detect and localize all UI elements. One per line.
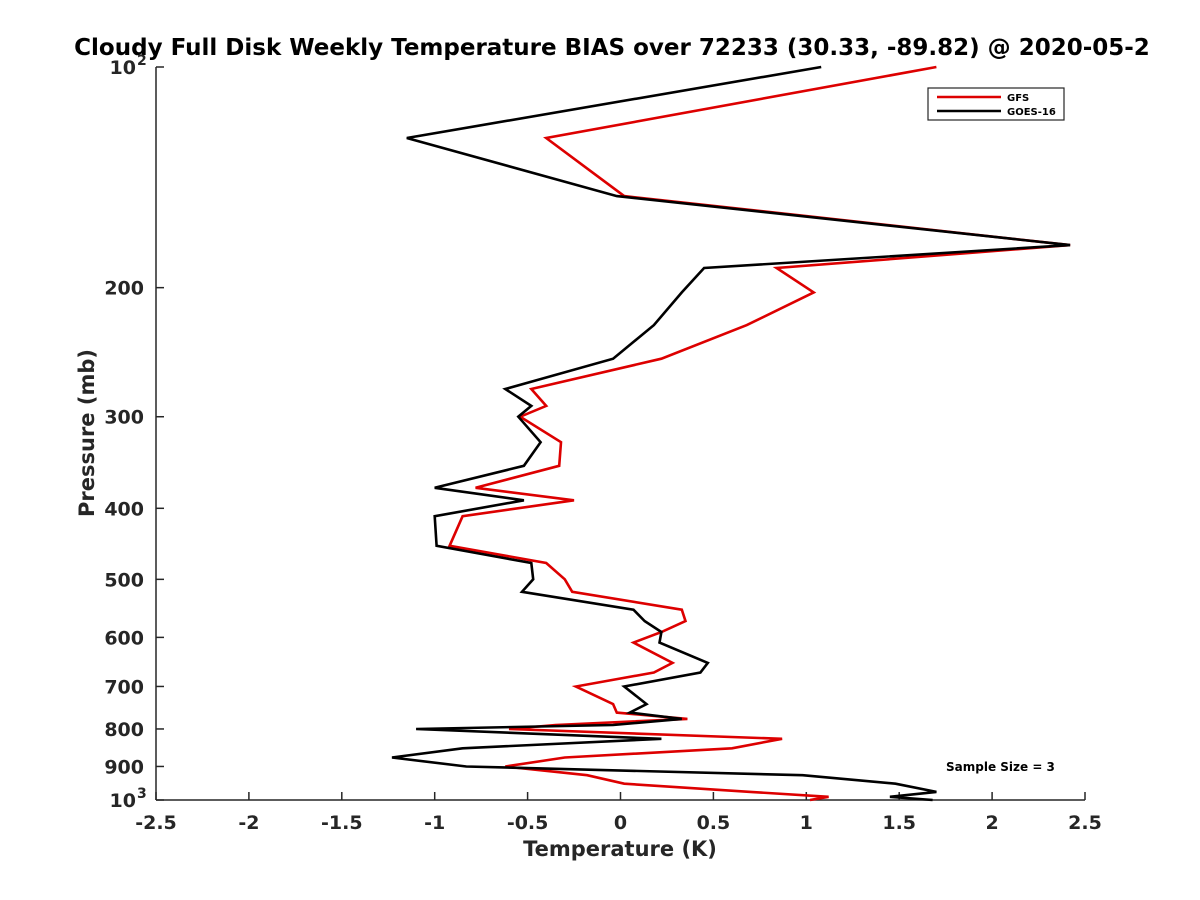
series-line-goes-16: [391, 65, 1071, 802]
x-tick-label: -0.5: [507, 812, 549, 834]
x-tick-label: 2: [985, 812, 998, 834]
y-tick-exponent: 3: [137, 786, 147, 802]
x-axis-label: Temperature (K): [523, 837, 717, 861]
chart-title: Cloudy Full Disk Weekly Temperature BIAS…: [74, 35, 1150, 61]
x-tick-label: 1.5: [882, 812, 916, 834]
y-tick-label: 200: [104, 278, 144, 300]
x-tick-label: 2.5: [1068, 812, 1102, 834]
y-tick-exponent: 2: [137, 53, 147, 69]
x-tick-label: 1: [800, 812, 813, 834]
chart-legend: GFS GOES-16: [927, 87, 1065, 121]
plot-axes-frame: [155, 67, 1085, 801]
legend-box: [927, 87, 1065, 121]
y-tick-label: 900: [104, 756, 144, 778]
x-tick-label: -2: [238, 812, 259, 834]
x-tick-label: 0.5: [697, 812, 731, 834]
x-axis-ticks: -2.5 -2 -1.5 -1 -0.5 0 0.5 1 1.5 2 2.5: [135, 792, 1102, 834]
x-tick-label: -1.5: [321, 812, 363, 834]
series-line-gfs: [447, 65, 1071, 802]
y-tick-label: 500: [104, 569, 144, 591]
y-tick-label: 600: [104, 627, 144, 649]
legend-entry-label: GFS: [1007, 93, 1029, 104]
y-tick-label: 10: [110, 57, 136, 79]
y-tick-label: 800: [104, 719, 144, 741]
legend-entry-label: GOES-16: [1007, 107, 1056, 118]
x-tick-label: -1: [424, 812, 445, 834]
x-tick-label: 0: [614, 812, 627, 834]
y-tick-label: 300: [104, 407, 144, 429]
sample-size-annotation: Sample Size = 3: [946, 760, 1055, 774]
x-tick-label: -2.5: [135, 812, 177, 834]
series-lines: [391, 65, 1071, 802]
y-tick-label: 10: [110, 790, 136, 812]
y-tick-label: 400: [104, 498, 144, 520]
y-axis-label: Pressure (mb): [75, 349, 99, 517]
y-tick-label: 700: [104, 676, 144, 698]
